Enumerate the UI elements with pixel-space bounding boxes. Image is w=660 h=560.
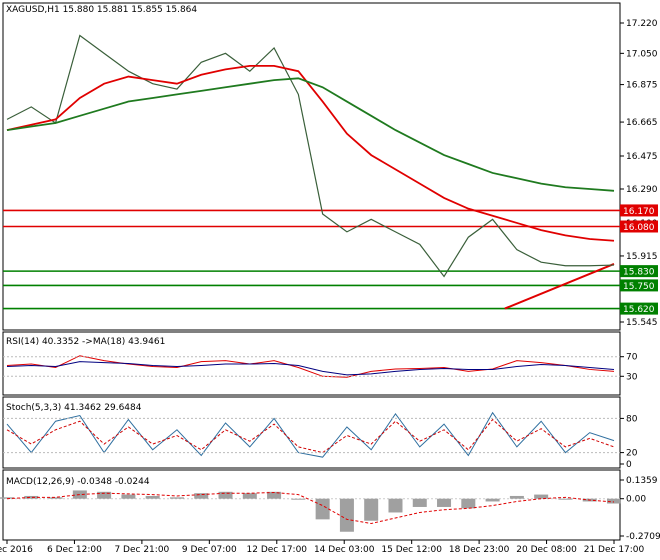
y-tick-label: 15.545 <box>626 318 658 328</box>
macd-bar <box>339 498 354 532</box>
level-label-bg <box>620 220 658 233</box>
macd-bar <box>72 490 87 499</box>
ma-green-line <box>6 77 615 192</box>
y-tick-label: 0.00 <box>626 495 646 505</box>
macd-bar <box>364 498 379 521</box>
macd-bar <box>121 494 136 499</box>
macd-bar <box>485 498 500 502</box>
y-tick-label: 17.220 <box>626 19 658 29</box>
rsi-title: RSI(14) 40.3352 ->MA(18) 43.9461 <box>6 337 165 347</box>
macd-title: MACD(12,26,9) -0.0348 -0.0244 <box>6 477 150 487</box>
price-line <box>6 34 615 278</box>
stoch-main-line <box>6 411 615 458</box>
y-tick-label: 30 <box>626 372 638 382</box>
y-tick-label: 16.875 <box>626 81 658 91</box>
x-tick-label: 14 Dec 03:00 <box>314 545 375 555</box>
pane-frame <box>2 331 621 396</box>
level-label: 15.620 <box>623 305 655 315</box>
macd-bar <box>145 495 160 499</box>
level-label-bg <box>620 204 658 217</box>
stoch-title: Stoch(5,3,3) 41.3462 29.6484 <box>6 403 142 413</box>
level-label: 16.080 <box>623 223 655 233</box>
trend-line <box>504 263 615 310</box>
macd-bar <box>412 498 427 507</box>
x-tick-label: 12 Dec 17:00 <box>247 545 308 555</box>
x-tick-label: 9 Dec 07:00 <box>182 545 237 555</box>
macd-bar <box>267 491 282 499</box>
x-tick-label: 18 Dec 23:00 <box>449 545 510 555</box>
y-tick-label: 20 <box>626 449 638 459</box>
pane-frame <box>2 469 621 541</box>
macd-bar <box>437 498 452 507</box>
y-tick-label: 0.1359 <box>626 476 658 486</box>
y-tick-label: 15.915 <box>626 252 658 262</box>
x-tick-label: 21 Dec 17:00 <box>584 545 645 555</box>
rsi-ma-line <box>6 361 615 376</box>
macd-signal-line <box>6 492 615 524</box>
x-tick-label: 6 Dec 12:00 <box>47 545 102 555</box>
y-tick-label: 17.050 <box>626 49 658 59</box>
stoch-signal-line <box>6 418 615 454</box>
macd-bar <box>194 493 209 499</box>
level-label: 16.170 <box>623 207 655 217</box>
x-tick-label: 5 Dec 2016 <box>0 545 33 555</box>
ma-red-line <box>6 64 615 242</box>
macd-bar <box>242 493 257 499</box>
y-tick-label: 16.475 <box>626 152 658 162</box>
pane-frame <box>2 2 621 331</box>
macd-bar <box>291 498 306 500</box>
macd-bar <box>24 495 39 499</box>
y-tick-label: 70 <box>626 353 638 363</box>
macd-bar <box>48 497 63 499</box>
macd-bar <box>218 491 233 499</box>
y-tick-label: 16.290 <box>626 185 658 195</box>
macd-bar <box>558 498 573 500</box>
x-tick-label: 7 Dec 21:00 <box>114 545 169 555</box>
level-label: 15.750 <box>623 282 655 292</box>
y-tick-label: 0 <box>626 460 632 470</box>
x-tick-label: 15 Dec 12:00 <box>381 545 442 555</box>
macd-bar <box>315 498 330 520</box>
y-tick-label: 16.665 <box>626 118 658 128</box>
rsi-line <box>6 355 615 378</box>
y-tick-label: -0.2709 <box>626 532 660 542</box>
macd-bar <box>388 498 403 513</box>
level-label-bg <box>620 279 658 292</box>
macd-bar <box>509 495 524 499</box>
level-label-bg <box>620 302 658 315</box>
macd-bar <box>0 497 15 499</box>
x-tick-label: 20 Dec 08:00 <box>516 545 577 555</box>
macd-bar <box>606 498 622 504</box>
pane-frame <box>2 396 621 469</box>
symbol-title: XAGUSD,H1 15.880 15.881 15.855 15.864 <box>6 5 197 15</box>
y-tick-label: 80 <box>626 414 638 424</box>
macd-bar <box>461 498 476 509</box>
macd-bar <box>97 491 112 499</box>
level-label-bg <box>620 265 658 278</box>
level-label: 15.830 <box>623 268 655 278</box>
macd-bar <box>534 494 549 499</box>
macd-bar <box>169 497 184 499</box>
